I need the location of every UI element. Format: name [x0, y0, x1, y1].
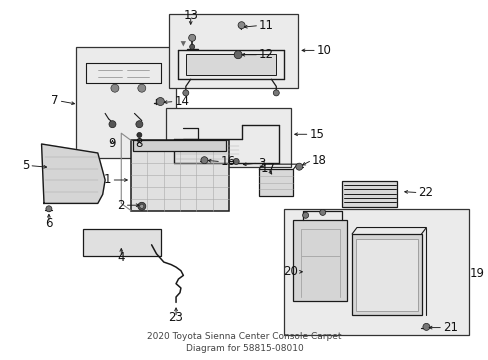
Circle shape	[109, 121, 116, 128]
Text: 1: 1	[104, 174, 111, 186]
Text: 21: 21	[442, 321, 457, 334]
Circle shape	[233, 158, 239, 165]
Bar	[283, 209, 468, 335]
Text: 17: 17	[260, 162, 275, 175]
Text: 18: 18	[311, 154, 326, 167]
Circle shape	[138, 84, 145, 92]
Bar	[185, 54, 276, 75]
Circle shape	[46, 206, 52, 212]
Circle shape	[189, 44, 194, 49]
Circle shape	[234, 51, 242, 59]
Bar	[131, 140, 228, 211]
Text: 2: 2	[117, 199, 124, 212]
Text: 19: 19	[468, 267, 484, 280]
Circle shape	[183, 90, 188, 96]
Bar	[293, 220, 346, 301]
Circle shape	[238, 22, 244, 29]
Bar	[351, 234, 421, 315]
Bar	[342, 181, 396, 207]
Circle shape	[137, 132, 142, 138]
Bar	[133, 140, 226, 151]
Circle shape	[140, 204, 143, 208]
Text: 3: 3	[258, 157, 265, 170]
Bar	[355, 239, 417, 311]
Text: 9: 9	[108, 138, 116, 150]
Circle shape	[156, 98, 164, 105]
Bar	[76, 47, 176, 158]
Circle shape	[111, 84, 119, 92]
Text: 7: 7	[51, 94, 59, 107]
Text: 8: 8	[135, 138, 143, 150]
Text: ▲: ▲	[181, 39, 185, 44]
Circle shape	[201, 157, 207, 164]
Polygon shape	[41, 144, 105, 203]
Text: 6: 6	[45, 217, 53, 230]
Text: 20: 20	[283, 265, 298, 278]
Text: 2020 Toyota Sienna Center Console Carpet
Diagram for 58815-08010: 2020 Toyota Sienna Center Console Carpet…	[147, 332, 341, 353]
Circle shape	[188, 34, 195, 41]
Text: 4: 4	[117, 251, 125, 264]
Circle shape	[136, 121, 142, 128]
Bar	[168, 14, 298, 88]
Text: 13: 13	[183, 9, 198, 22]
Text: 22: 22	[418, 186, 433, 199]
Text: 12: 12	[259, 48, 274, 61]
Text: 16: 16	[221, 155, 236, 168]
Text: 10: 10	[316, 44, 331, 57]
Bar	[166, 108, 290, 167]
Text: 23: 23	[168, 311, 183, 324]
Text: 5: 5	[22, 159, 29, 172]
Bar	[259, 169, 293, 196]
Circle shape	[273, 90, 279, 96]
Circle shape	[295, 163, 302, 170]
Text: 15: 15	[309, 128, 324, 141]
Circle shape	[422, 323, 429, 330]
Circle shape	[302, 212, 308, 218]
Text: 11: 11	[259, 19, 274, 32]
Bar	[83, 229, 161, 256]
Text: 14: 14	[174, 95, 189, 108]
Circle shape	[319, 210, 325, 215]
Circle shape	[138, 202, 145, 210]
